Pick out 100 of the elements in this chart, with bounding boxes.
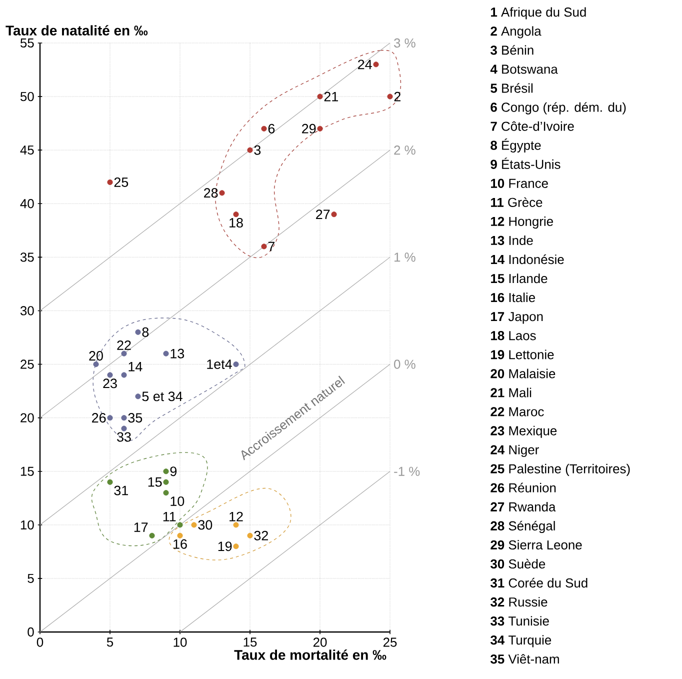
point	[317, 94, 323, 100]
annotation: 32	[254, 530, 268, 540]
text: 4 Botswana	[490, 64, 558, 74]
text: 8 Égypte	[490, 138, 541, 152]
text: 29 Sierra Leone	[490, 540, 582, 550]
series-label: 3 %	[394, 38, 416, 48]
text: 35 Viêt-nam	[490, 654, 559, 664]
point	[163, 350, 169, 356]
point	[163, 479, 169, 485]
text: 26 Réunion	[490, 482, 556, 492]
text: 12 Hongrie	[491, 216, 553, 229]
y-tick-label: 15	[20, 466, 34, 476]
text: 15 Irlande	[491, 274, 548, 284]
text: 30 Suède	[490, 558, 546, 569]
annotation: 16	[174, 539, 187, 549]
annotation: 22	[117, 340, 131, 350]
text: 34 Turquie	[490, 635, 552, 648]
text: 2 Angola	[490, 26, 542, 38]
point	[135, 394, 141, 400]
annotation: 19	[218, 542, 232, 552]
text: 1 Afrique du Sud	[491, 7, 586, 20]
y-tick-label: 25	[20, 360, 34, 369]
text: 24 Niger	[490, 444, 539, 457]
y-tick-label: 30	[20, 306, 34, 316]
annotation: 23	[103, 378, 117, 388]
point	[107, 479, 113, 485]
point	[107, 415, 113, 421]
x-tick-label: 20	[313, 638, 327, 647]
point	[107, 372, 113, 378]
text: 3 Bénin	[490, 45, 534, 55]
annotation: 9	[170, 466, 177, 476]
point	[261, 244, 267, 250]
annotation: 17	[134, 522, 148, 532]
y-tick-label: 35	[20, 252, 34, 262]
point	[331, 212, 337, 218]
text: 21 Mali	[490, 388, 532, 398]
annotation: 1et4	[207, 360, 232, 369]
y-tick-label: 10	[20, 520, 34, 530]
point	[163, 468, 169, 474]
text: 6 Congo (rép. dém. du)	[490, 102, 626, 114]
annotation: 25	[114, 177, 128, 187]
y-tick-label: 55	[20, 38, 34, 48]
y-tick-label: 40	[20, 199, 34, 208]
point	[261, 126, 267, 132]
x-tick-label: 10	[174, 638, 187, 647]
text: 27 Rwanda	[490, 502, 556, 512]
point	[107, 179, 113, 186]
text: 7 Côte-d’Ivoire	[490, 121, 574, 131]
point	[191, 522, 197, 528]
annotation: 31	[114, 486, 128, 496]
point	[121, 426, 127, 432]
annotation: 2	[394, 92, 400, 102]
x-tick-label: 15	[244, 638, 257, 647]
text: 17 Japon	[491, 312, 543, 324]
annotation: 30	[198, 520, 212, 530]
text: 32 Russie	[490, 597, 548, 607]
annotation: 20	[89, 351, 103, 361]
series-label: 2 %	[394, 146, 416, 155]
text: 16 Italie	[491, 292, 535, 302]
y-axis-title: Taux de natalité en ‰	[6, 25, 148, 36]
text: 14 Indonésie	[491, 254, 564, 264]
text: 31 Corée du Sud	[490, 578, 588, 588]
text: 9 États-Unis	[490, 158, 560, 169]
point	[177, 522, 183, 528]
text: 22 Maroc	[490, 407, 544, 416]
text: 13 Inde	[491, 236, 533, 246]
point	[163, 490, 169, 496]
annotation: 29	[302, 124, 316, 134]
point	[387, 94, 393, 100]
annotation: 14	[128, 362, 142, 372]
point	[121, 415, 127, 421]
point	[317, 126, 323, 132]
point	[373, 62, 379, 68]
annotation: 12	[230, 512, 243, 522]
series-label: 1 %	[394, 252, 416, 262]
point	[121, 350, 127, 356]
annotation: 15	[148, 477, 162, 487]
annotation: 28	[204, 188, 218, 198]
point	[247, 532, 253, 538]
point	[233, 212, 239, 218]
annotation: 5 et 34	[142, 392, 182, 402]
point	[247, 147, 253, 153]
annotation: 8	[142, 327, 149, 337]
point	[233, 544, 239, 550]
point	[219, 190, 225, 196]
annotation: 24	[358, 60, 372, 70]
y-tick-label: 50	[20, 92, 34, 102]
text: 11 Grèce	[491, 197, 542, 207]
point	[93, 361, 99, 368]
y-tick-label: 45	[20, 146, 34, 155]
text: 19 Lettonie	[491, 350, 554, 360]
annotation: 7	[268, 242, 274, 252]
text: 20 Malaisie	[490, 368, 556, 378]
annotation: 3	[254, 145, 261, 155]
series-label: -1 %	[394, 466, 420, 476]
annotation: 6	[268, 124, 275, 134]
point	[121, 372, 127, 378]
x-tick-label: 5	[106, 638, 114, 647]
text: 28 Sénégal	[490, 520, 555, 534]
annotation: 13	[170, 348, 184, 358]
